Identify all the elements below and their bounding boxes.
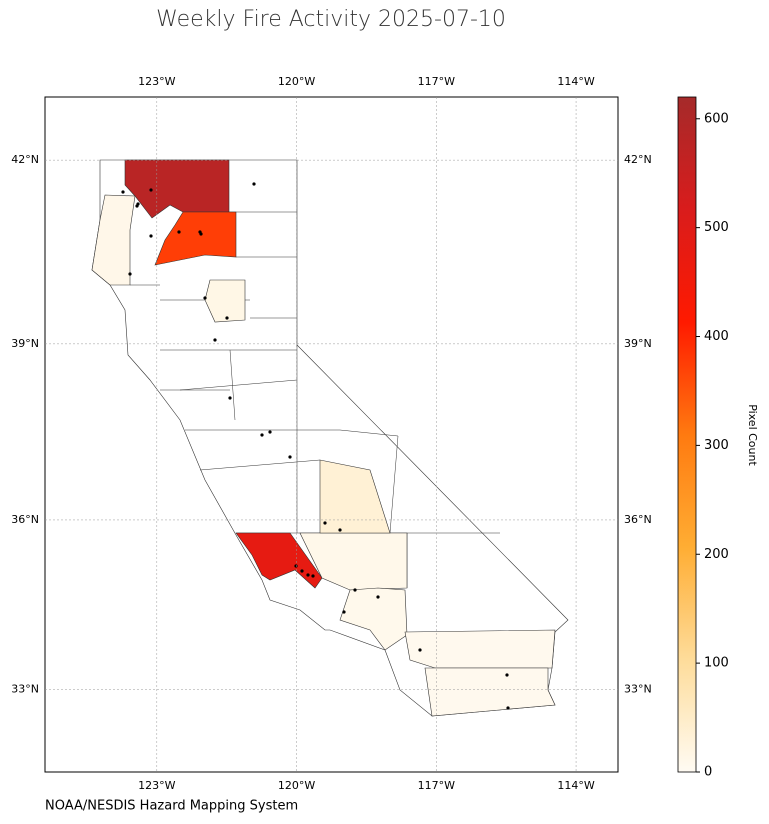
colorbar-tick-label: 0 <box>704 765 712 780</box>
y-tick-label: 39°N <box>624 337 652 350</box>
y-tick-label: 42°N <box>11 153 39 166</box>
fire-point <box>300 569 304 573</box>
fire-point <box>213 338 217 342</box>
y-tick-label: 36°N <box>11 513 39 526</box>
colorbar-tick-label: 200 <box>704 547 729 562</box>
x-tick-label: 117°W <box>418 75 455 88</box>
fire-point <box>149 188 153 192</box>
fire-point <box>376 595 380 599</box>
fire-point <box>199 232 203 236</box>
chart-title: Weekly Fire Activity 2025-07-10 <box>156 7 506 32</box>
county-border <box>179 379 298 391</box>
y-tick-label: 36°N <box>624 513 652 526</box>
x-tick-label: 123°W <box>138 75 175 88</box>
fire-point <box>505 673 509 677</box>
fire-point <box>228 396 232 400</box>
county <box>154 211 237 266</box>
county <box>235 532 323 589</box>
fire-point <box>506 706 510 710</box>
x-tick-label: 114°W <box>557 779 594 792</box>
y-tick-label: 33°N <box>11 682 39 695</box>
fire-point <box>252 182 256 186</box>
county-border <box>229 349 236 421</box>
fire-point <box>323 521 327 525</box>
fire-point <box>121 190 125 194</box>
county-border <box>339 429 399 437</box>
colorbar <box>677 96 697 773</box>
y-tick-label: 42°N <box>624 153 652 166</box>
fire-point <box>203 296 207 300</box>
fire-point <box>225 316 229 320</box>
county <box>319 459 391 534</box>
source: NOAA/NESDIS Hazard Mapping System <box>45 799 298 814</box>
fire-point <box>268 430 272 434</box>
fire-point <box>260 433 264 437</box>
y-tick-label: 33°N <box>624 682 652 695</box>
colorbar-tick-label: 500 <box>704 220 729 235</box>
x-tick-label: 123°W <box>138 779 175 792</box>
fire-point <box>338 528 342 532</box>
x-tick-label: 114°W <box>557 75 594 88</box>
fire-point <box>128 272 132 276</box>
county <box>124 159 230 219</box>
fire-point <box>342 610 346 614</box>
x-tick-label: 120°W <box>278 779 315 792</box>
fire-point <box>294 564 298 568</box>
x-tick-label: 120°W <box>278 75 315 88</box>
fire-point <box>418 648 422 652</box>
x-tick-label: 117°W <box>418 779 455 792</box>
county <box>404 629 556 669</box>
fire-point <box>135 204 139 208</box>
county <box>424 667 556 717</box>
fire-point <box>149 234 153 238</box>
county <box>91 194 136 286</box>
county-border <box>389 435 399 534</box>
fire-point <box>311 574 315 578</box>
fire-point <box>288 455 292 459</box>
county <box>339 587 408 651</box>
colorbar-tick-label: 100 <box>704 656 729 671</box>
fire-point <box>306 573 310 577</box>
colorbar-tick-label: 300 <box>704 438 729 453</box>
y-tick-label: 39°N <box>11 337 39 350</box>
county-border <box>199 459 321 471</box>
fire-point <box>177 230 181 234</box>
colorbar-label: Pixel Count <box>746 404 759 466</box>
colorbar-tick-label: 600 <box>704 111 729 126</box>
colorbar-tick-label: 400 <box>704 329 729 344</box>
map-frame <box>44 96 619 773</box>
fire-point <box>353 588 357 592</box>
